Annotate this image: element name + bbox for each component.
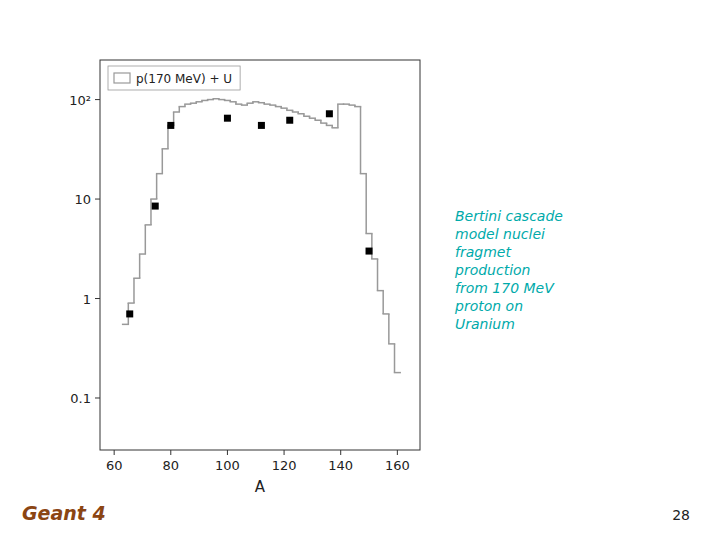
x-tick — [227, 450, 228, 455]
axes: 60 80 100 120 140 160 0.1 1 10 10² A — [69, 60, 420, 496]
x-tick-label: 80 — [163, 458, 180, 473]
legend: p(170 MeV) + U — [108, 66, 240, 90]
histogram-bin — [361, 173, 367, 175]
histogram-bin — [281, 107, 287, 109]
legend-swatch — [114, 73, 130, 83]
histogram-bin — [162, 148, 168, 150]
annotation-line: Bertini cascade — [455, 208, 563, 224]
histogram-bin — [378, 290, 384, 292]
x-tick — [284, 450, 285, 455]
x-tick-label: 160 — [385, 458, 410, 473]
chart: 60 80 100 120 140 160 0.1 1 10 10² Ap(170 MeV) + U… — [0, 0, 720, 540]
histogram-bin — [123, 324, 129, 326]
histogram-bin — [208, 99, 214, 101]
x-tick-label: 140 — [328, 458, 353, 473]
histogram-bin — [332, 127, 338, 129]
annotation: Geant 4 — [22, 502, 106, 524]
data-point — [224, 115, 231, 122]
histogram-bin — [327, 125, 333, 127]
histogram — [123, 99, 401, 373]
histogram-bin — [185, 103, 191, 105]
y-tick — [95, 99, 100, 100]
histogram-bin — [191, 102, 197, 104]
histogram-bin — [293, 111, 299, 113]
histogram-bin — [395, 372, 401, 374]
histogram-bin — [366, 233, 372, 235]
y-tick-label: 1 — [83, 292, 91, 307]
y-tick-label: 10 — [74, 192, 91, 207]
plot-frame — [100, 60, 420, 450]
annotation-line: proton on — [454, 298, 523, 314]
histogram-bin — [247, 102, 253, 104]
histogram-bin — [321, 122, 327, 124]
x-tick — [114, 450, 115, 455]
marks — [123, 99, 401, 373]
histogram-bin — [236, 103, 242, 105]
data-point — [167, 122, 174, 129]
annotation-line: model nuclei — [455, 226, 545, 242]
data-point — [258, 122, 265, 129]
annotation-line: fragmet — [455, 244, 511, 260]
x-tick-label: 60 — [106, 458, 123, 473]
legend-entry: p(170 MeV) + U — [136, 72, 232, 86]
y-tick — [95, 397, 100, 398]
data-point — [366, 248, 373, 255]
annotation-line: from 170 MeV — [455, 280, 555, 296]
page-number: 28 — [672, 507, 690, 523]
x-tick-label: 120 — [272, 458, 297, 473]
histogram-bin — [383, 313, 389, 315]
x-tick — [340, 450, 341, 455]
legend-box — [108, 66, 240, 90]
y-tick-label: 10² — [69, 93, 91, 108]
histogram-bin — [202, 100, 208, 102]
histogram-bin — [174, 111, 180, 113]
y-tick — [95, 298, 100, 299]
histogram-bin — [349, 104, 355, 106]
histogram-bin — [270, 104, 276, 106]
y-tick — [95, 199, 100, 200]
histogram-bin — [338, 103, 344, 105]
data-point — [152, 203, 159, 210]
histogram-bin — [372, 258, 378, 260]
histogram-bin — [151, 198, 157, 200]
histogram-bin — [298, 113, 304, 115]
histogram-bin — [304, 115, 310, 117]
histogram-bin — [157, 173, 163, 175]
histogram-bin — [315, 119, 321, 121]
histogram-bin — [242, 104, 248, 106]
x-tick — [170, 450, 171, 455]
histogram-bin — [253, 101, 259, 103]
histogram-bin — [179, 106, 185, 108]
histogram-bin — [213, 98, 219, 100]
histogram-bin — [389, 343, 395, 345]
histogram-bin — [128, 302, 134, 304]
histogram-bin — [140, 253, 146, 255]
data-point — [286, 117, 293, 124]
histogram-bin — [344, 103, 350, 105]
annotation-line: production — [454, 262, 530, 278]
histogram-bin — [196, 101, 202, 103]
data-point — [126, 310, 133, 317]
annotation: Bertini cascade model nuclei fragmet produc… — [454, 208, 563, 332]
histogram-bin — [219, 99, 225, 101]
histogram-bin — [264, 103, 270, 105]
histogram-connector — [128, 99, 394, 373]
histogram-bin — [287, 110, 293, 112]
x-tick — [397, 450, 398, 455]
histogram-bin — [259, 102, 265, 104]
annotations: Bertini cascade model nuclei fragmet produc… — [22, 208, 690, 524]
histogram-bin — [145, 224, 151, 226]
x-tick-label: 100 — [215, 458, 240, 473]
scatter-points — [126, 110, 372, 317]
histogram-bin — [276, 106, 282, 108]
histogram-bin — [225, 100, 231, 102]
histogram-bin — [355, 106, 361, 108]
x-axis-label: A — [255, 478, 266, 496]
y-tick-label: 0.1 — [70, 391, 91, 406]
annotation-line: Uranium — [455, 316, 515, 332]
data-point — [326, 110, 333, 117]
histogram-bin — [310, 117, 316, 119]
histogram-bin — [230, 101, 236, 103]
histogram-bin — [134, 277, 140, 279]
